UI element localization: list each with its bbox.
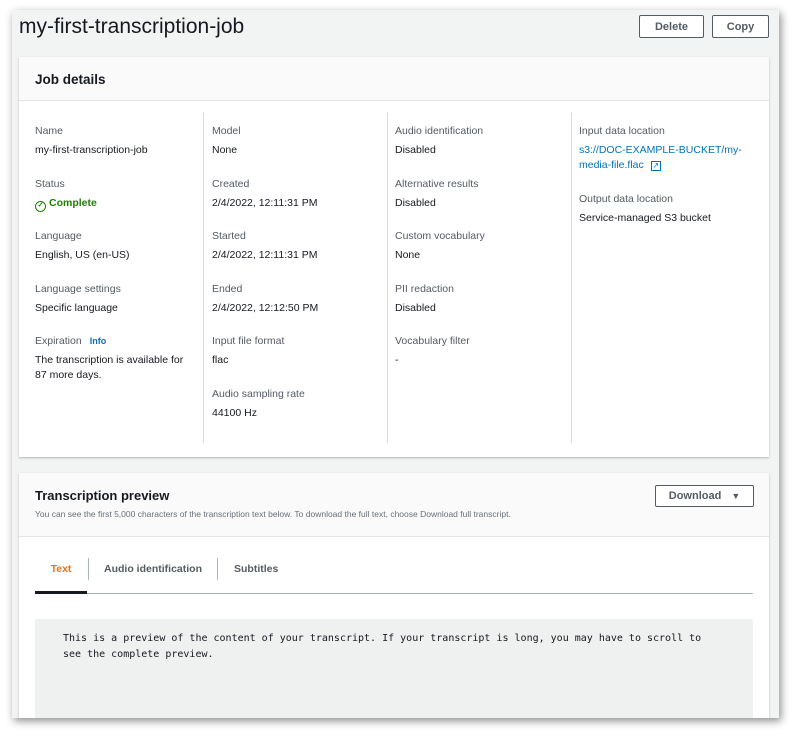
created-label: Created [212, 178, 250, 190]
output-location-value: Service-managed S3 bucket [579, 212, 711, 224]
input-location-label: Input data location [579, 125, 665, 137]
transcription-preview-card: Transcription preview You can see the fi… [19, 473, 769, 718]
custom-vocabulary-label: Custom vocabulary [395, 230, 485, 242]
language-label: Language [35, 230, 82, 242]
ended-value: 2/4/2022, 12:12:50 PM [212, 302, 319, 314]
started-label: Started [212, 230, 246, 242]
started-value: 2/4/2022, 12:11:31 PM [212, 249, 318, 261]
model-label: Model [212, 125, 241, 137]
sampling-rate-label: Audio sampling rate [212, 388, 305, 400]
transcript-preview-text: This is a preview of the content of your… [35, 619, 753, 718]
status-badge: ✓ Complete [35, 196, 205, 212]
expiration-label: Expiration [35, 335, 82, 347]
created-value: 2/4/2022, 12:11:31 PM [212, 197, 318, 209]
model-value: None [212, 144, 238, 156]
job-details-card: Job details Name my-first-transcription-j… [19, 57, 769, 457]
download-dropdown[interactable]: Download ▼ [655, 485, 754, 507]
alternative-results-value: Disabled [395, 197, 436, 209]
pii-redaction-value: Disabled [395, 302, 436, 314]
alternative-results-label: Alternative results [395, 178, 479, 190]
input-location-link[interactable]: s3://DOC-EXAMPLE-BUCKET/my-media-file.fl… [579, 143, 749, 173]
job-details-heading: Job details [35, 72, 106, 87]
download-label: Download [668, 490, 722, 502]
external-link-icon: ↗ [650, 161, 661, 171]
active-tab-indicator [35, 591, 87, 594]
expiration-value: The transcription is available for 87 mo… [35, 354, 184, 381]
preview-heading: Transcription preview [35, 488, 170, 503]
ended-label: Ended [212, 283, 243, 295]
audio-identification-label: Audio identification [395, 125, 484, 137]
input-format-value: flac [212, 354, 229, 366]
vocabulary-filter-value: - [395, 354, 399, 366]
copy-button[interactable]: Copy [712, 15, 769, 38]
details-column-1: Name my-first-transcription-job Status ✓ Co… [19, 113, 203, 443]
input-format-label: Input file format [212, 335, 285, 347]
tab-divider [35, 593, 753, 594]
status-label: Status [35, 178, 65, 190]
preview-subtitle: You can see the first 5,000 characters o… [35, 509, 511, 519]
details-column-3: Audio identification Disabled Alternative… [387, 113, 571, 443]
page-title: my-first-transcription-job [19, 15, 245, 38]
tab-subtitles[interactable]: Subtitles [234, 563, 279, 575]
check-circle-icon: ✓ [35, 201, 46, 212]
caret-down-icon: ▼ [731, 491, 741, 501]
sampling-rate-value: 44100 Hz [212, 407, 257, 419]
tab-audio-identification[interactable]: Audio identification [104, 563, 202, 575]
audio-identification-value: Disabled [395, 144, 436, 156]
vocabulary-filter-label: Vocabulary filter [395, 335, 470, 347]
input-location-text[interactable]: s3://DOC-EXAMPLE-BUCKET/my-media-file.fl… [579, 144, 742, 171]
details-column-2: Model None Created 2/4/2022, 12:11:31 PM S… [203, 113, 387, 443]
delete-button[interactable]: Delete [639, 15, 704, 38]
name-label: Name [35, 125, 64, 137]
pii-redaction-label: PII redaction [395, 283, 454, 295]
info-link[interactable]: Info [89, 336, 107, 346]
language-value: English, US (en-US) [35, 249, 130, 261]
status-value: Complete [49, 197, 97, 209]
language-settings-value: Specific language [35, 302, 118, 314]
output-location-label: Output data location [579, 193, 673, 205]
name-value: my-first-transcription-job [35, 144, 148, 156]
details-column-4: Input data location s3://DOC-EXAMPLE-BUCK… [571, 113, 769, 443]
tab-text[interactable]: Text [50, 563, 72, 575]
language-settings-label: Language settings [35, 283, 121, 295]
custom-vocabulary-value: None [395, 249, 421, 261]
window: my-first-transcription-job Delete Copy J… [12, 10, 779, 718]
